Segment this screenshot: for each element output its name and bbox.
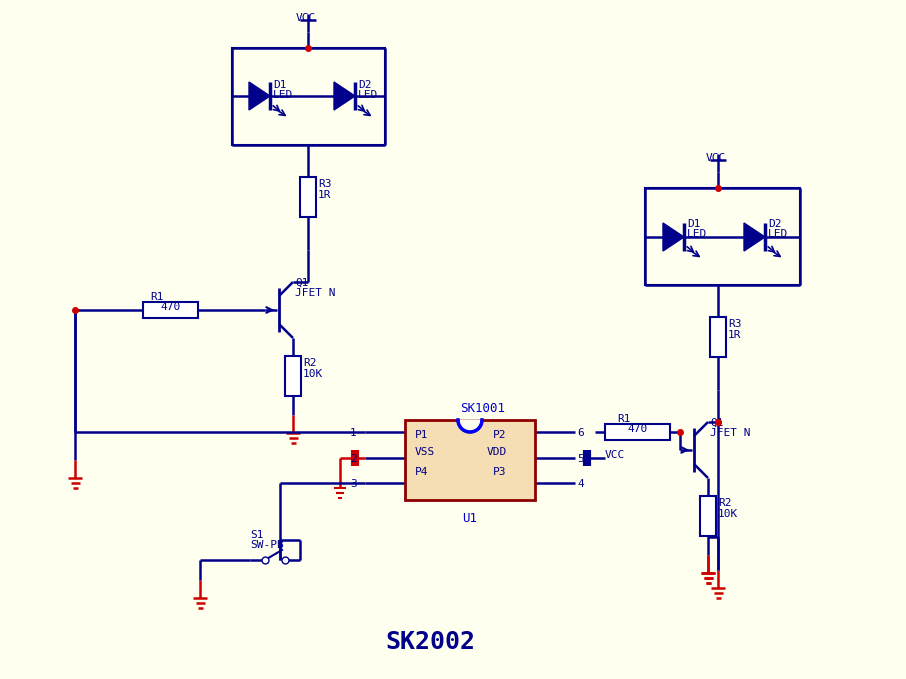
- Text: P4: P4: [415, 467, 429, 477]
- Text: LED: LED: [358, 90, 378, 100]
- Text: U1: U1: [462, 512, 477, 525]
- Bar: [143, 302, 198, 318]
- Text: D2: D2: [768, 219, 782, 229]
- Text: 3: 3: [350, 479, 357, 489]
- Text: 470: 470: [160, 302, 180, 312]
- Text: 10K: 10K: [718, 509, 738, 519]
- Text: VCC: VCC: [605, 450, 625, 460]
- Text: JFET N: JFET N: [295, 288, 335, 298]
- Bar: [645, 188, 800, 285]
- Text: VCC: VCC: [706, 153, 727, 163]
- Text: 4: 4: [577, 479, 583, 489]
- Polygon shape: [744, 223, 765, 251]
- Text: JFET N: JFET N: [710, 428, 750, 438]
- Polygon shape: [249, 82, 270, 110]
- Text: D1: D1: [273, 80, 286, 90]
- Text: D2: D2: [358, 80, 371, 90]
- Bar: [605, 424, 670, 440]
- Text: SK1001: SK1001: [460, 402, 505, 415]
- Text: R2: R2: [303, 358, 316, 368]
- Text: P1: P1: [415, 430, 429, 440]
- Text: 6: 6: [577, 428, 583, 438]
- Text: S1: S1: [250, 530, 264, 540]
- Text: R2: R2: [718, 498, 731, 508]
- Text: LED: LED: [687, 229, 708, 239]
- Text: SW-PB: SW-PB: [250, 540, 284, 550]
- Text: 2: 2: [350, 454, 357, 464]
- Text: D1: D1: [687, 219, 700, 229]
- Polygon shape: [458, 420, 482, 432]
- Text: LED: LED: [768, 229, 788, 239]
- Bar: [700, 496, 716, 536]
- Text: Q1: Q1: [295, 278, 309, 288]
- Text: SK2002: SK2002: [385, 630, 475, 654]
- Text: R3: R3: [728, 319, 741, 329]
- Bar: [232, 48, 385, 145]
- Text: VDD: VDD: [487, 447, 507, 457]
- Text: 10K: 10K: [303, 369, 323, 379]
- Bar: [300, 177, 316, 217]
- Polygon shape: [663, 223, 684, 251]
- Text: R3: R3: [318, 179, 332, 189]
- Text: R1: R1: [150, 292, 163, 302]
- Text: 1R: 1R: [728, 330, 741, 340]
- Polygon shape: [334, 82, 355, 110]
- Bar: [405, 420, 535, 500]
- Text: VCC: VCC: [296, 13, 316, 23]
- Text: Q1: Q1: [710, 418, 724, 428]
- Bar: [285, 356, 301, 396]
- Text: 470: 470: [627, 424, 647, 434]
- Text: VSS: VSS: [415, 447, 435, 457]
- Text: P2: P2: [493, 430, 506, 440]
- Bar: [710, 317, 726, 357]
- Text: R1: R1: [617, 414, 631, 424]
- Text: 5: 5: [577, 454, 583, 464]
- Text: P3: P3: [493, 467, 506, 477]
- Text: 1R: 1R: [318, 190, 332, 200]
- Text: 1: 1: [350, 428, 357, 438]
- Text: LED: LED: [273, 90, 294, 100]
